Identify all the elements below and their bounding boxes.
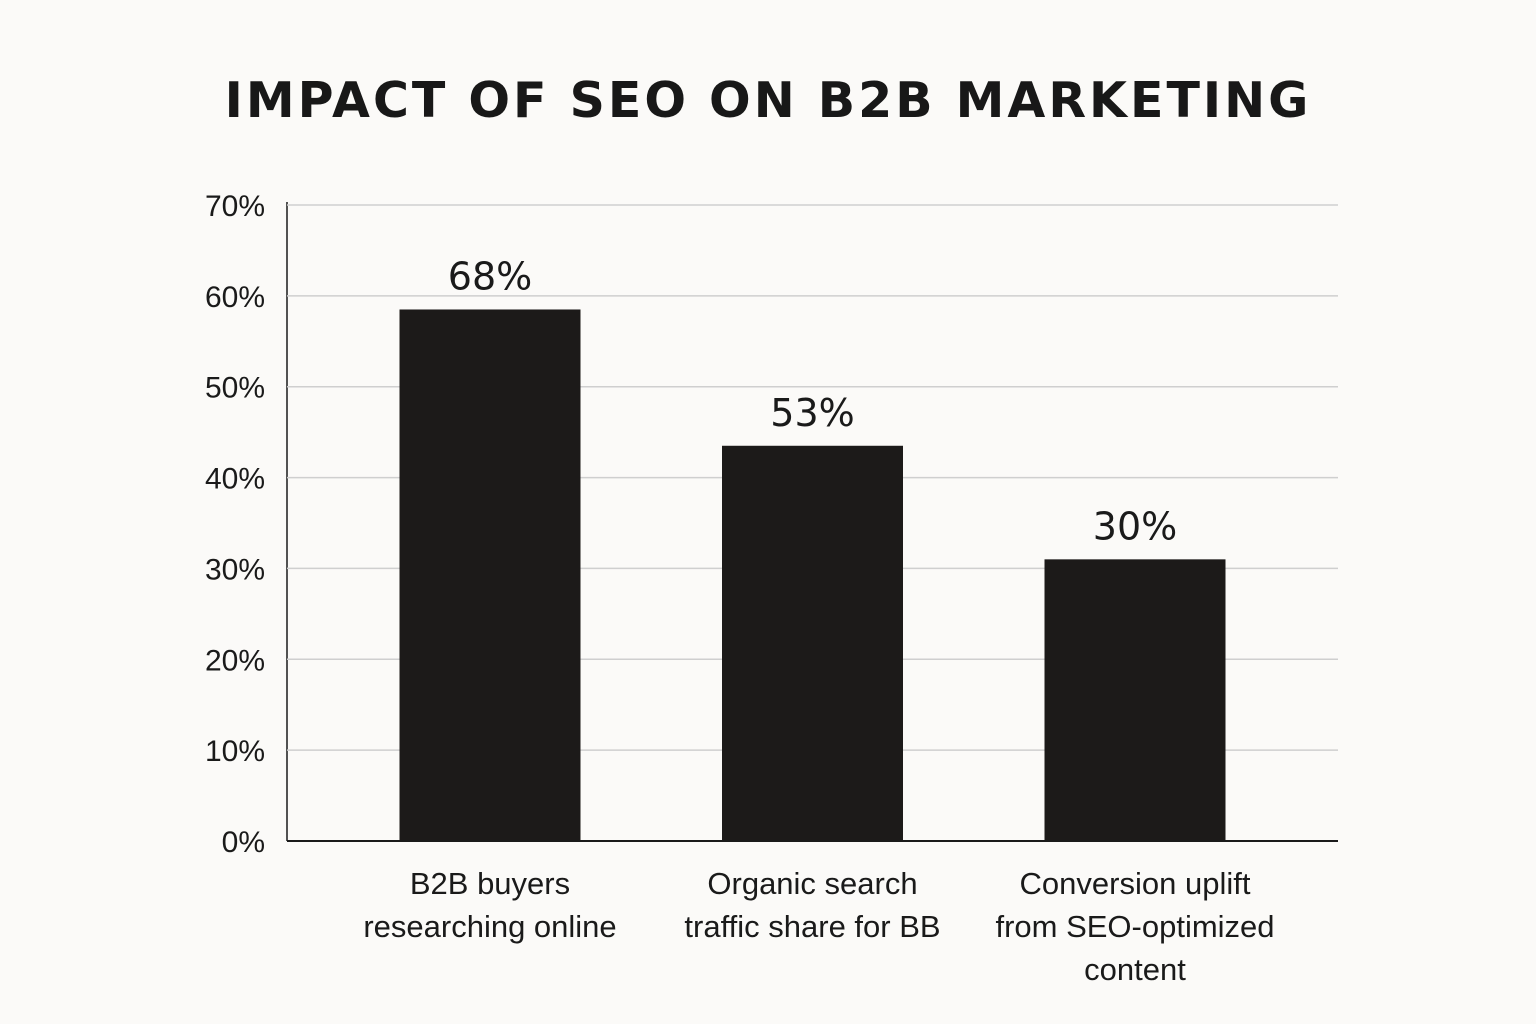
x-category-label-line: from SEO-optimized [995,909,1274,944]
x-category-label-line: content [1084,952,1186,987]
bar [1044,559,1226,841]
bar [722,445,903,841]
x-category-label: B2B buyers researching online [363,866,616,944]
y-tick-label: 0% [222,826,265,859]
y-tick-label: 10% [205,735,265,768]
bar [399,309,581,841]
x-category-label-line: Conversion uplift [1020,866,1251,901]
y-tick-label: 40% [205,463,265,496]
y-tick-label: 70% [205,190,265,223]
x-category-label: Organic search traffic share for BB [684,866,940,944]
x-category-label-line: traffic share for BB [684,909,940,944]
x-category-label-line: researching online [363,909,616,944]
bar-value-label: 68% [448,254,532,298]
x-category-label: Conversion uplift from SEO-optimized conte… [995,866,1274,987]
x-category-label-line: B2B buyers [410,866,570,901]
bar-value-label: 30% [1093,504,1177,548]
x-category-label-line: Organic search [707,866,917,901]
y-tick-label: 60% [205,281,265,314]
y-tick-label: 20% [205,644,265,677]
bar-value-label: 53% [770,391,854,435]
y-tick-label: 50% [205,372,265,405]
y-tick-label: 30% [205,553,265,586]
chart-title: IMPACT OF SEO ON B2B MARKETING [224,72,1312,129]
